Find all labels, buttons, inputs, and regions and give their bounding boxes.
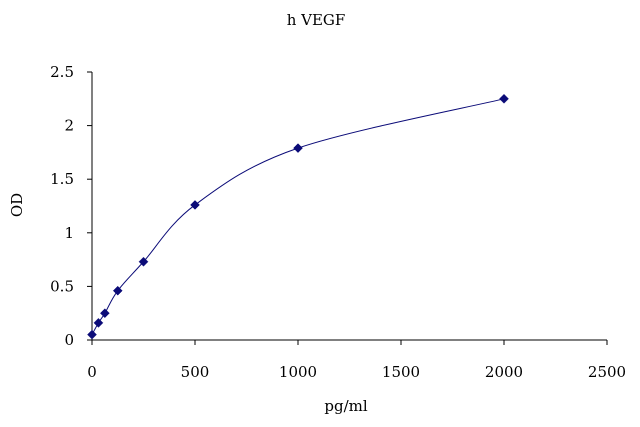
data-point (100, 308, 110, 319)
y-axis-title: OD (8, 193, 26, 217)
data-point (112, 285, 123, 296)
chart-title: h VEGF (287, 11, 346, 29)
x-tick-label: 1500 (382, 363, 420, 381)
y-tick-label: 0 (64, 331, 74, 349)
y-tick-label: 0.5 (50, 277, 74, 295)
x-tick-label: 1000 (279, 363, 317, 381)
y-tick-label: 1.5 (50, 170, 74, 188)
x-tick-label: 500 (181, 363, 210, 381)
y-tick-label: 2 (64, 117, 74, 135)
data-point (190, 200, 200, 210)
axes (91, 72, 607, 341)
x-tick-label: 2000 (485, 363, 523, 381)
y-tick-label: 2.5 (50, 63, 74, 81)
series-group (87, 93, 509, 340)
x-ticks: 0 500 1000 1500 2000 2500 (87, 340, 626, 381)
x-tick-label: 0 (87, 363, 97, 381)
x-tick-label: 2500 (588, 363, 626, 381)
data-point (87, 329, 97, 340)
y-tick-label: 1 (64, 224, 74, 242)
series-line (91, 98, 505, 335)
y-ticks: 0 0.5 1 1.5 2 2.5 (50, 63, 92, 349)
data-point (138, 256, 149, 267)
x-axis-title: pg/ml (324, 397, 367, 415)
data-point (499, 93, 509, 104)
data-point (93, 317, 104, 328)
data-point (293, 143, 303, 153)
